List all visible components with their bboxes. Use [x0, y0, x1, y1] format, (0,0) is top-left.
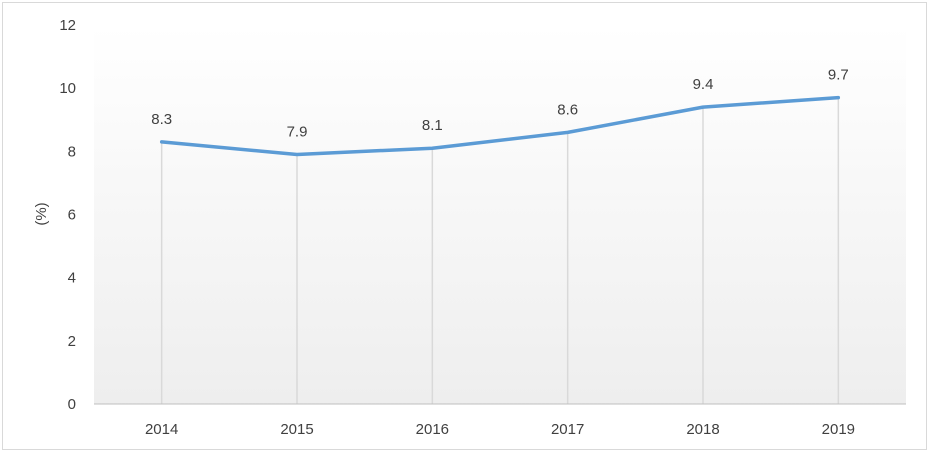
y-tick-label: 0: [68, 396, 76, 413]
x-tick-label: 2018: [686, 421, 719, 438]
x-tick-label: 2019: [822, 421, 855, 438]
y-tick-label: 6: [68, 207, 76, 224]
data-label: 8.1: [422, 117, 443, 134]
y-axis-title: (%): [33, 202, 50, 225]
data-label: 9.4: [693, 76, 714, 93]
y-tick-label: 4: [68, 270, 76, 287]
data-label: 7.9: [287, 123, 308, 140]
x-tick-label: 2017: [551, 421, 584, 438]
data-label: 9.7: [828, 67, 849, 84]
series-line: [159, 95, 841, 157]
y-tick-label: 10: [59, 80, 76, 97]
x-tick-label: 2014: [145, 421, 178, 438]
data-label: 8.3: [151, 111, 172, 128]
y-tick-label: 2: [68, 333, 76, 350]
plot-area: [94, 25, 906, 404]
y-tick-label: 8: [68, 143, 76, 160]
y-tick-label: 12: [59, 17, 76, 34]
data-label: 8.6: [557, 101, 578, 118]
x-tick-label: 2016: [416, 421, 449, 438]
x-tick-label: 2015: [280, 421, 313, 438]
